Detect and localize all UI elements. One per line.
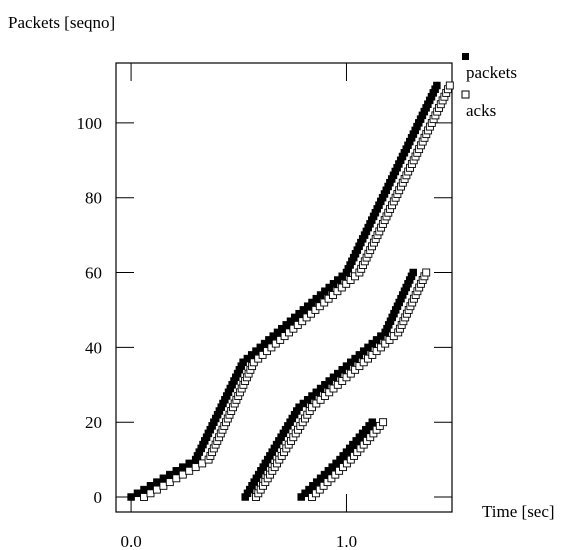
packet-marker <box>140 485 148 494</box>
ack-marker <box>140 493 148 501</box>
legend: packets acks <box>461 53 517 120</box>
packet-marker <box>185 459 193 468</box>
x-axis-label: Time [sec] <box>482 502 555 521</box>
ack-marker <box>159 481 168 490</box>
series-acks <box>140 81 454 501</box>
y-tick-label: 20 <box>85 413 102 432</box>
packet-marker <box>409 268 417 277</box>
ack-marker <box>198 459 207 468</box>
packet-marker <box>368 418 377 426</box>
data-markers <box>127 81 454 501</box>
y-tick-label: 60 <box>85 264 102 283</box>
y-tick-label: 100 <box>77 114 103 133</box>
packet-marker <box>295 309 303 318</box>
plot-frame <box>115 62 453 513</box>
packet-marker <box>312 388 321 397</box>
packet-marker <box>433 81 441 90</box>
legend-acks-label: acks <box>466 101 496 120</box>
ack-marker <box>185 466 194 475</box>
series-packets <box>127 81 441 501</box>
axis-tick-labels: 0.0 1.0 0 20 40 60 80 100 <box>77 114 358 550</box>
ack-marker <box>191 463 200 472</box>
packet-marker <box>133 489 142 498</box>
ack-marker <box>165 478 174 487</box>
packet-marker <box>321 381 329 389</box>
axis-ticks <box>116 63 452 512</box>
ack-marker <box>152 485 161 494</box>
y-axis-label: Packets [seqno] <box>8 13 115 32</box>
packet-marker <box>355 351 364 359</box>
packet-marker <box>127 493 135 501</box>
y-tick-label: 80 <box>85 189 102 208</box>
y-tick-label: 0 <box>94 488 103 507</box>
legend-packets-marker <box>462 53 469 60</box>
x-tick-label: 0.0 <box>120 532 141 550</box>
ack-marker <box>172 474 181 483</box>
packet-marker <box>153 478 161 486</box>
packet-marker <box>159 474 168 483</box>
packet-marker <box>172 467 181 475</box>
packet-marker <box>372 336 381 344</box>
legend-acks-marker <box>461 90 470 99</box>
packet-marker <box>303 396 312 404</box>
packet-marker <box>338 272 346 281</box>
packet-marker <box>364 343 372 352</box>
ack-marker <box>379 418 388 427</box>
packet-marker <box>166 470 174 479</box>
ack-marker <box>422 268 431 277</box>
packet-marker <box>316 291 325 299</box>
packet-marker <box>342 362 351 370</box>
x-tick-label: 1.0 <box>336 532 357 550</box>
packet-marker <box>334 369 342 378</box>
y-tick-label: 40 <box>85 338 102 357</box>
legend-packets-label: packets <box>466 63 517 82</box>
ack-marker <box>445 81 454 90</box>
